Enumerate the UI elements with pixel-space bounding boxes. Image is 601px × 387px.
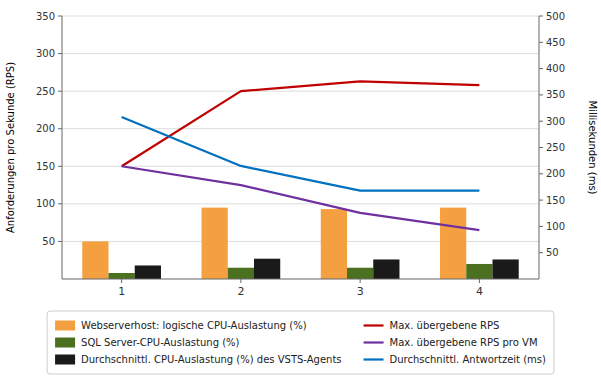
y-tick: [58, 128, 62, 129]
legend-swatch: [55, 321, 75, 331]
bar: [135, 265, 161, 279]
x-tick: [121, 279, 122, 283]
bar: [109, 273, 135, 279]
y2-tick-label: 250: [546, 142, 565, 153]
bar: [254, 259, 280, 279]
legend-item: Durchschnittl. CPU-Auslastung (%) des VS…: [55, 354, 341, 365]
y-tick-label: 250: [36, 86, 55, 97]
legend-item: SQL Server-CPU-Auslastung (%): [55, 337, 239, 348]
legend-swatch: [364, 324, 384, 326]
y2-tick: [539, 173, 543, 174]
y-tick: [58, 241, 62, 242]
y-tick: [58, 16, 62, 17]
y-tick-label: 350: [36, 11, 55, 22]
y2-tick: [539, 200, 543, 201]
line: [122, 81, 480, 166]
bar: [321, 209, 347, 279]
y2-tick-label: 150: [546, 195, 565, 206]
legend: Webserverhost: logische CPU-Auslastung (…: [47, 311, 554, 374]
grid-line: [62, 128, 539, 129]
grid: [62, 16, 539, 241]
y2-tick: [539, 94, 543, 95]
y-tick: [58, 53, 62, 54]
legend-box: [47, 311, 554, 374]
legend-item: Webserverhost: logische CPU-Auslastung (…: [55, 320, 307, 331]
legend-item: Max. übergebene RPS: [364, 320, 500, 331]
marks: [82, 81, 518, 279]
grid-line: [62, 166, 539, 167]
axes: 5010015020025030035050100150200250300350…: [36, 11, 565, 299]
legend-label: SQL Server-CPU-Auslastung (%): [81, 337, 239, 348]
x-tick-label: 4: [476, 285, 483, 298]
bar: [82, 241, 108, 279]
y2-tick-label: 350: [546, 89, 565, 100]
x-tick: [360, 279, 361, 283]
y-tick-label: 150: [36, 161, 55, 172]
legend-swatch: [364, 341, 384, 343]
y2-tick-label: 200: [546, 168, 565, 179]
bar: [228, 268, 254, 279]
grid-line: [62, 91, 539, 92]
y-axis-label: Anforderungen pro Sekunde (RPS): [5, 62, 16, 233]
line: [122, 166, 480, 230]
y2-tick: [539, 252, 543, 253]
y2-tick: [539, 147, 543, 148]
legend-swatch: [55, 355, 75, 365]
x-tick-label: 2: [237, 285, 244, 298]
chart: 5010015020025030035050100150200250300350…: [0, 0, 601, 387]
y-tick-label: 100: [36, 198, 55, 209]
y2-tick-label: 500: [546, 11, 565, 22]
legend-swatch: [55, 338, 75, 348]
legend-label: Durchschnittl. Antwortzeit (ms): [390, 354, 546, 365]
x-tick: [479, 279, 480, 283]
y-tick: [58, 91, 62, 92]
y-tick-label: 200: [36, 123, 55, 134]
grid-line: [62, 203, 539, 204]
y2-tick-label: 300: [546, 116, 565, 127]
x-tick-label: 1: [118, 285, 125, 298]
bar: [492, 259, 518, 279]
y-tick-label: 300: [36, 48, 55, 59]
y2-tick-label: 400: [546, 63, 565, 74]
grid-line: [62, 241, 539, 242]
x-tick: [240, 279, 241, 283]
legend-label: Webserverhost: logische CPU-Auslastung (…: [81, 320, 307, 331]
x-tick-label: 3: [357, 285, 364, 298]
bar: [202, 208, 228, 279]
y2-tick: [539, 226, 543, 227]
legend-label: Max. übergebene RPS: [390, 320, 500, 331]
y-tick: [58, 203, 62, 204]
bar: [373, 259, 399, 279]
y-tick-label: 50: [42, 236, 55, 247]
legend-label: Max. übergebene RPS pro VM: [390, 337, 538, 348]
y2-tick-label: 50: [546, 247, 559, 258]
y2-tick: [539, 121, 543, 122]
y-tick: [58, 166, 62, 167]
grid-line: [62, 53, 539, 54]
x-axis-line: [62, 279, 539, 280]
line: [122, 117, 480, 191]
bar: [440, 208, 466, 279]
y2-tick-label: 100: [546, 221, 565, 232]
legend-item: Max. übergebene RPS pro VM: [364, 337, 538, 348]
y-axis-line: [62, 16, 63, 279]
y2-tick-label: 450: [546, 37, 565, 48]
legend-item: Durchschnittl. Antwortzeit (ms): [364, 354, 546, 365]
grid-line: [62, 16, 539, 17]
bar: [466, 264, 492, 279]
y2-tick: [539, 42, 543, 43]
y2-tick: [539, 68, 543, 69]
legend-swatch: [364, 358, 384, 360]
legend-label: Durchschnittl. CPU-Auslastung (%) des VS…: [81, 354, 341, 365]
y2-tick: [539, 16, 543, 17]
bar: [347, 268, 373, 279]
y2-axis-label: Millisekunden (ms): [587, 100, 598, 194]
